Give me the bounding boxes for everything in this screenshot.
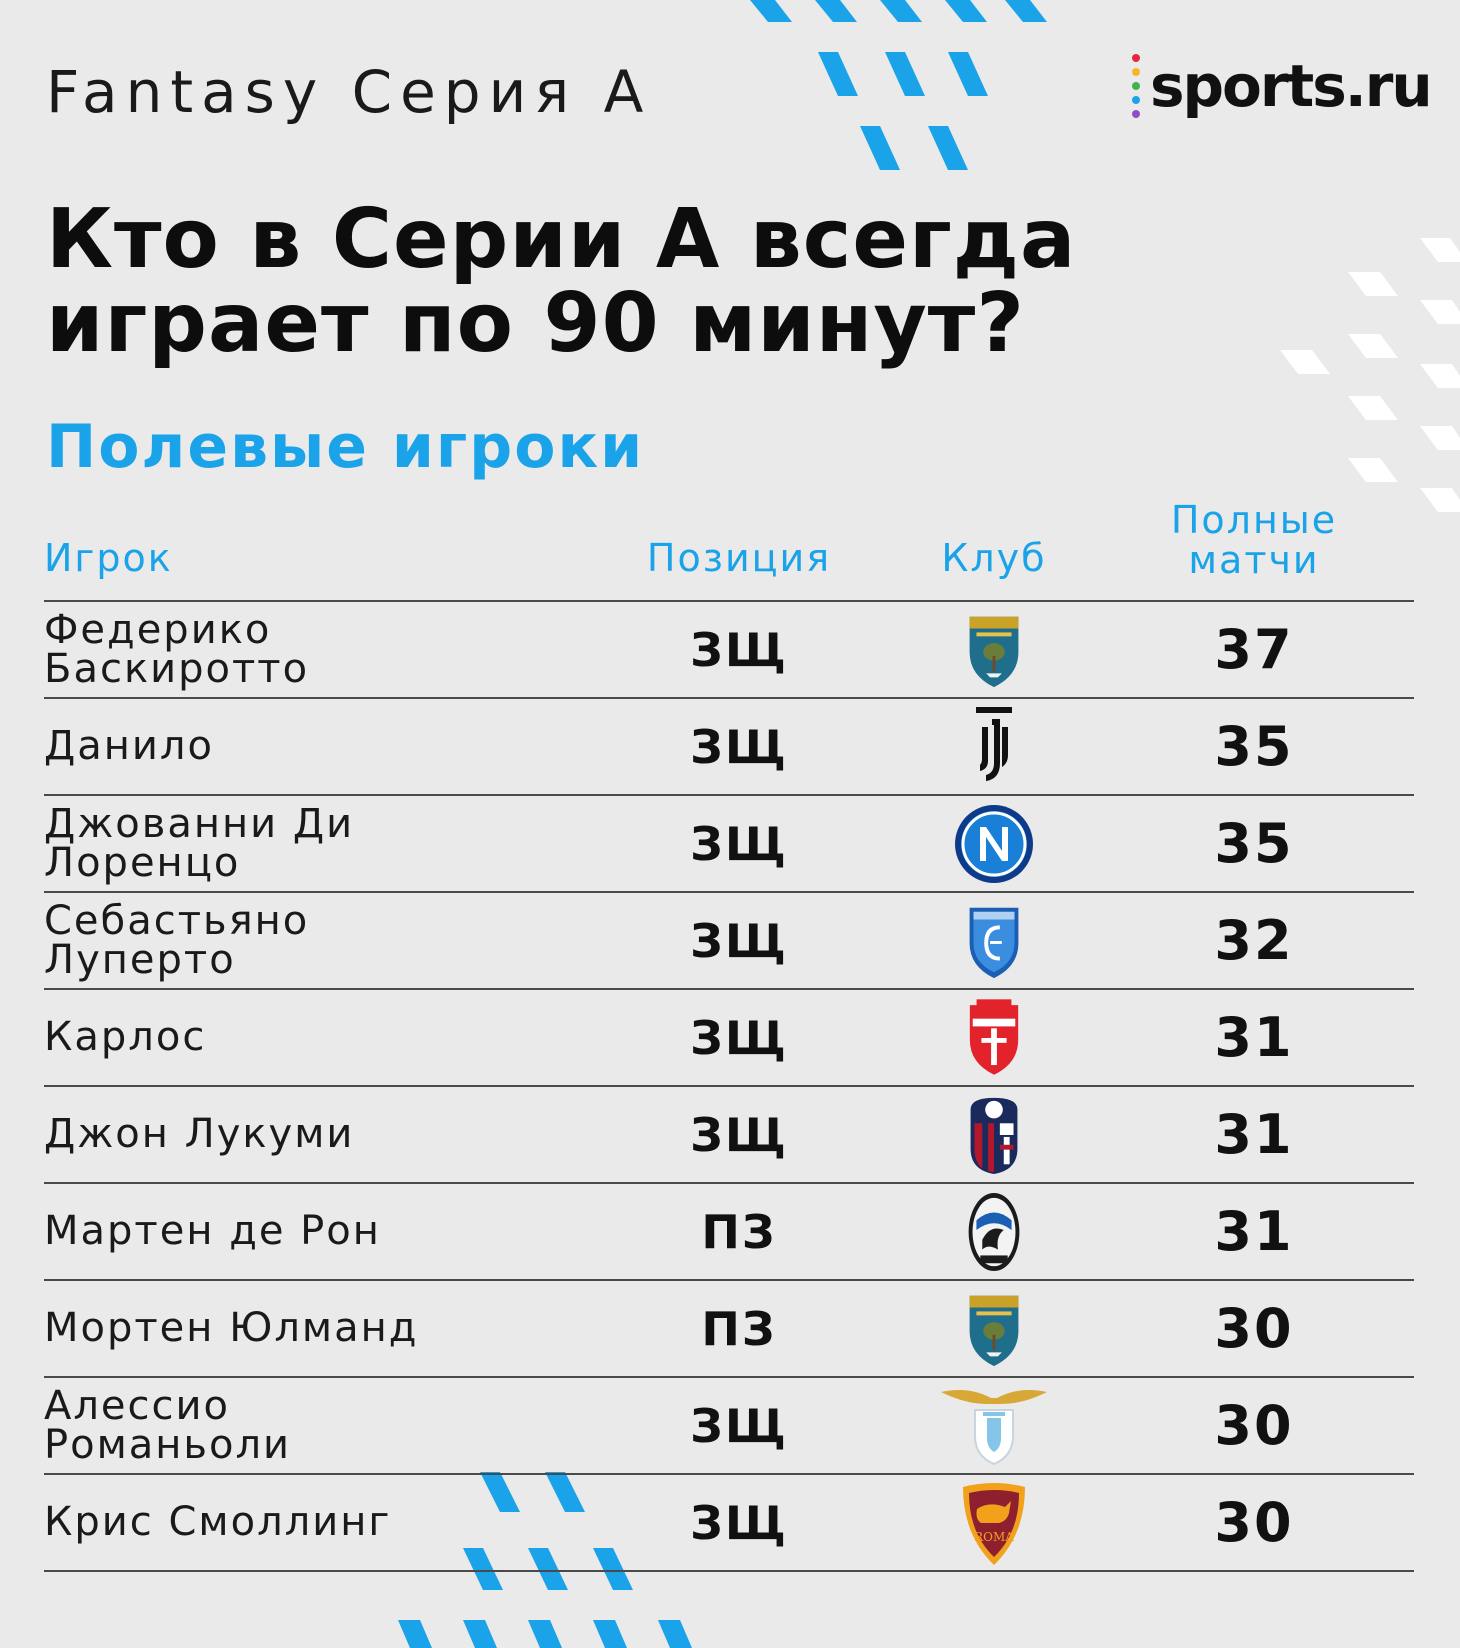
full-matches-value: 30 [1214,1297,1294,1360]
lecce-crest-icon [939,1281,1049,1376]
player-name: Мортен Юлманд [44,1281,604,1376]
player-position: ЗЩ [690,719,788,774]
player-name-line1: Джованни Ди [44,800,355,847]
player-name-line1: Алессио [44,1382,230,1429]
column-header-full-matches-line2: матчи [1188,538,1320,582]
player-name: Карлос [44,990,604,1085]
logo-dot [1132,82,1140,90]
logo-dot [1132,96,1140,104]
full-matches-value: 35 [1214,812,1294,875]
player-name-line2: Баскиротто [44,645,310,692]
player-name-lines: Крис Смоллинг [44,1499,392,1545]
player-position: ЗЩ [690,1495,788,1550]
player-position: ЗЩ [690,622,788,677]
table-row: Джованни Ди Лоренцо ЗЩ 35 [44,794,1414,891]
table-header: Игрок Позиция Клуб Полные матчи [44,500,1414,586]
column-header-player: Игрок [44,536,173,580]
player-name-line2: Романьоли [44,1421,292,1468]
column-header-club: Клуб [941,536,1047,580]
player-name-lines: Алессио Романьоли [44,1382,292,1468]
column-header-position: Позиция [646,536,832,580]
full-matches-value: 31 [1214,1103,1294,1166]
player-position: ЗЩ [690,816,788,871]
full-matches-value: 37 [1214,618,1294,681]
player-name-lines: Себастьяно Луперто [44,897,310,983]
player-name-line1: Карлос [44,1014,207,1060]
player-position: ЗЩ [690,1107,788,1162]
logo-dots [1132,54,1140,118]
full-matches-value: 32 [1214,909,1294,972]
player-position: ЗЩ [690,1398,788,1453]
player-name-line2: Луперто [44,936,236,983]
full-matches-value: 35 [1214,715,1294,778]
bologna-crest-icon [939,1087,1049,1182]
page-title: Кто в Серии А всегда играет по 90 минут? [46,198,1246,366]
logo-dot [1132,110,1140,118]
monza-crest-icon [939,990,1049,1085]
table-row: Алессио Романьоли ЗЩ 30 [44,1376,1414,1473]
table-row: Мортен Юлманд ПЗ 30 [44,1279,1414,1376]
lazio-crest-icon [939,1378,1049,1473]
player-name-line1: Мортен Юлманд [44,1305,419,1351]
player-name: Мартен де Рон [44,1184,604,1279]
player-name-lines: Джон Лукуми [44,1111,355,1157]
player-name-line1: Крис Смоллинг [44,1499,392,1545]
svg-text:ROMA: ROMA [974,1530,1014,1544]
player-name-line1: Мартен де Рон [44,1208,381,1254]
page-title-line1: Кто в Серии А всегда [46,192,1077,287]
empoli-crest-icon [939,893,1049,988]
player-name: Крис Смоллинг [44,1475,604,1570]
logo-text: sports.ru [1150,52,1433,120]
napoli-crest-icon [939,796,1049,891]
atalanta-crest-icon [939,1184,1049,1279]
player-name: Федерико Баскиротто [44,602,604,697]
juventus-crest-icon [939,699,1049,794]
section-title: Полевые игроки [46,412,645,482]
player-name-line1: Джон Лукуми [44,1111,355,1157]
full-matches-value: 31 [1214,1200,1294,1263]
player-name: Джованни Ди Лоренцо [44,796,604,891]
table-row: Мартен де Рон ПЗ 31 [44,1182,1414,1279]
full-matches-value: 30 [1214,1394,1294,1457]
player-name-lines: Данило [44,723,214,769]
table-row: Карлос ЗЩ 31 [44,988,1414,1085]
player-name: Себастьяно Луперто [44,893,604,988]
player-name-lines: Мортен Юлманд [44,1305,419,1351]
lecce-crest-icon [939,602,1049,697]
player-name-lines: Карлос [44,1014,207,1060]
player-name-line2: Лоренцо [44,839,241,886]
player-name: Джон Лукуми [44,1087,604,1182]
logo-dot [1132,54,1140,62]
player-position: ПЗ [701,1301,777,1356]
player-name-line1: Федерико [44,606,272,653]
full-matches-value: 30 [1214,1491,1294,1554]
player-name: Алессио Романьоли [44,1378,604,1473]
player-name: Данило [44,699,604,794]
brand-line: Fantasy Серия А [46,58,652,126]
column-header-full-matches: Полные матчи [1144,500,1364,580]
roma-crest-icon: ROMA [939,1475,1049,1570]
player-name-line1: Себастьяно [44,897,310,944]
logo-dot [1132,68,1140,76]
players-table: Федерико Баскиротто ЗЩ 37 Данило ЗЩ 35 Джованни… [44,600,1414,1572]
table-row: Джон Лукуми ЗЩ 31 [44,1085,1414,1182]
player-name-lines: Федерико Баскиротто [44,606,310,692]
player-name-lines: Джованни Ди Лоренцо [44,800,355,886]
table-row: Данило ЗЩ 35 [44,697,1414,794]
player-name-lines: Мартен де Рон [44,1208,381,1254]
full-matches-value: 31 [1214,1006,1294,1069]
table-row: Крис Смоллинг ЗЩ ROMA 30 [44,1473,1414,1572]
table-row: Себастьяно Луперто ЗЩ 32 [44,891,1414,988]
sports-ru-logo: sports.ru [1132,52,1433,120]
page-title-line2: играет по 90 минут? [46,276,1025,371]
table-row: Федерико Баскиротто ЗЩ 37 [44,600,1414,697]
column-header-full-matches-line1: Полные [1170,498,1338,542]
player-position: ПЗ [701,1204,777,1259]
player-name-line1: Данило [44,723,214,769]
player-position: ЗЩ [690,1010,788,1065]
player-position: ЗЩ [690,913,788,968]
